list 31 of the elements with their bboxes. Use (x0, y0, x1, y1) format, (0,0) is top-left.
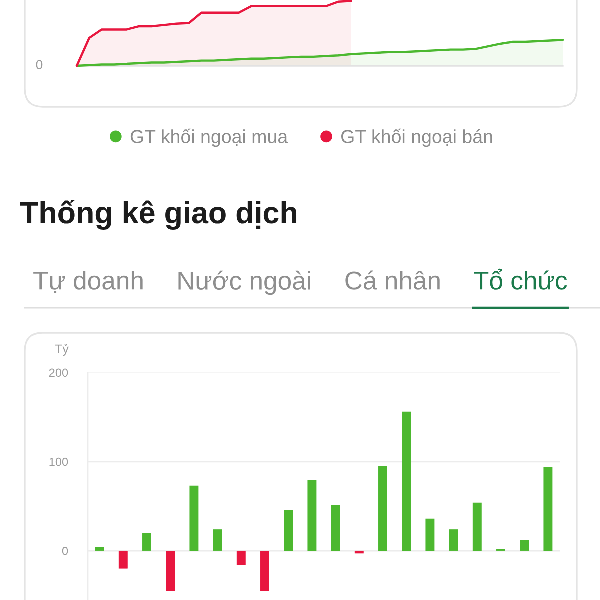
text: Tự doanh (34, 271, 143, 294)
chart-subtitle: Tổ chức (474, 268, 568, 290)
bar (236, 550, 246, 566)
y-tick-label: 100 (50, 458, 68, 466)
y-tick-label: 200 (49, 368, 68, 378)
bar (426, 518, 435, 551)
bar (308, 480, 317, 551)
bar (354, 550, 364, 554)
bar (472, 502, 482, 551)
bar (449, 530, 458, 551)
y-tick-label: 0 (62, 547, 68, 556)
legend-label: GT khối ngoại bán (342, 128, 492, 148)
bar (190, 486, 199, 551)
text: 0 (36, 60, 43, 70)
chart-title: Thống kê giao dịch (20, 200, 297, 230)
bar (166, 550, 176, 592)
bar (520, 540, 530, 551)
bar (284, 510, 294, 551)
y-axis-title: Tỷ (55, 344, 69, 356)
bar (260, 550, 270, 592)
bar (544, 467, 553, 551)
bar (331, 506, 340, 551)
bar (95, 547, 104, 551)
bar (402, 412, 412, 551)
bar (142, 533, 152, 551)
bar (213, 530, 222, 551)
text: Cá nhân (346, 270, 440, 290)
legend-label: GT khối ngoại mua (130, 128, 288, 148)
text: Nước ngoài (178, 270, 310, 296)
bar (378, 466, 388, 551)
bar (118, 550, 128, 569)
